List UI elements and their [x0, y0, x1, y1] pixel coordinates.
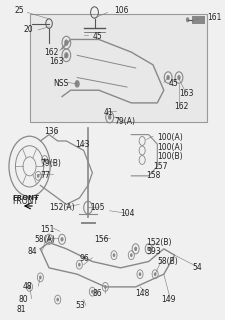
Text: 58(B): 58(B): [157, 257, 178, 266]
Circle shape: [177, 75, 181, 80]
Text: 163: 163: [179, 89, 194, 98]
Text: 152(A): 152(A): [49, 203, 75, 212]
Bar: [192, 16, 205, 24]
Circle shape: [139, 272, 141, 276]
Text: 158: 158: [146, 172, 161, 180]
Circle shape: [28, 285, 31, 289]
Circle shape: [64, 39, 69, 46]
Text: 148: 148: [136, 289, 150, 298]
Text: 45: 45: [168, 79, 178, 88]
Text: 393: 393: [146, 247, 161, 257]
Text: 41: 41: [103, 108, 113, 117]
Text: 58(A): 58(A): [34, 235, 55, 244]
Text: 53: 53: [75, 301, 85, 310]
Text: 81: 81: [17, 305, 26, 314]
Text: 151: 151: [40, 225, 55, 234]
Circle shape: [56, 298, 59, 301]
Text: 152(B): 152(B): [146, 238, 172, 247]
Circle shape: [61, 237, 63, 242]
Circle shape: [91, 290, 94, 293]
Text: 143: 143: [75, 140, 90, 148]
Text: 100(A): 100(A): [157, 143, 183, 152]
Text: 45: 45: [92, 32, 102, 41]
Circle shape: [37, 174, 40, 178]
Text: 54: 54: [192, 263, 202, 272]
Text: 79(B): 79(B): [40, 159, 61, 168]
Circle shape: [47, 237, 51, 242]
Text: 96: 96: [79, 254, 89, 263]
Text: 163: 163: [49, 57, 63, 66]
Text: FRONT: FRONT: [12, 197, 38, 206]
Circle shape: [43, 158, 46, 162]
Text: 156: 156: [94, 235, 109, 244]
Circle shape: [134, 247, 137, 251]
Text: 105: 105: [90, 203, 105, 212]
Circle shape: [166, 75, 170, 80]
Text: NSS: NSS: [53, 79, 69, 88]
Text: 79(A): 79(A): [114, 117, 135, 126]
Text: 84: 84: [27, 247, 37, 257]
Text: 136: 136: [45, 127, 59, 136]
Circle shape: [108, 115, 111, 120]
Circle shape: [147, 247, 150, 251]
Circle shape: [64, 52, 69, 59]
Text: 106: 106: [114, 6, 128, 15]
Text: 25: 25: [14, 6, 24, 15]
Circle shape: [154, 272, 156, 276]
Text: 80: 80: [19, 295, 28, 304]
Text: 161: 161: [207, 13, 221, 22]
Text: 157: 157: [153, 162, 167, 171]
Text: 100(B): 100(B): [157, 152, 183, 161]
Text: 20: 20: [23, 25, 33, 35]
Text: FRONT: FRONT: [12, 195, 39, 201]
Circle shape: [39, 276, 42, 279]
Text: 162: 162: [175, 101, 189, 111]
Circle shape: [130, 253, 133, 257]
Text: 100(A): 100(A): [157, 133, 183, 142]
Circle shape: [75, 80, 80, 88]
Text: 48: 48: [23, 282, 33, 292]
Circle shape: [104, 285, 107, 289]
Circle shape: [78, 263, 81, 267]
FancyBboxPatch shape: [29, 14, 207, 122]
Text: 162: 162: [45, 48, 59, 57]
Text: 104: 104: [121, 209, 135, 219]
Text: 86: 86: [92, 289, 102, 298]
Text: 149: 149: [162, 295, 176, 304]
Circle shape: [113, 253, 115, 257]
Circle shape: [186, 17, 189, 22]
Text: 77: 77: [40, 172, 50, 180]
